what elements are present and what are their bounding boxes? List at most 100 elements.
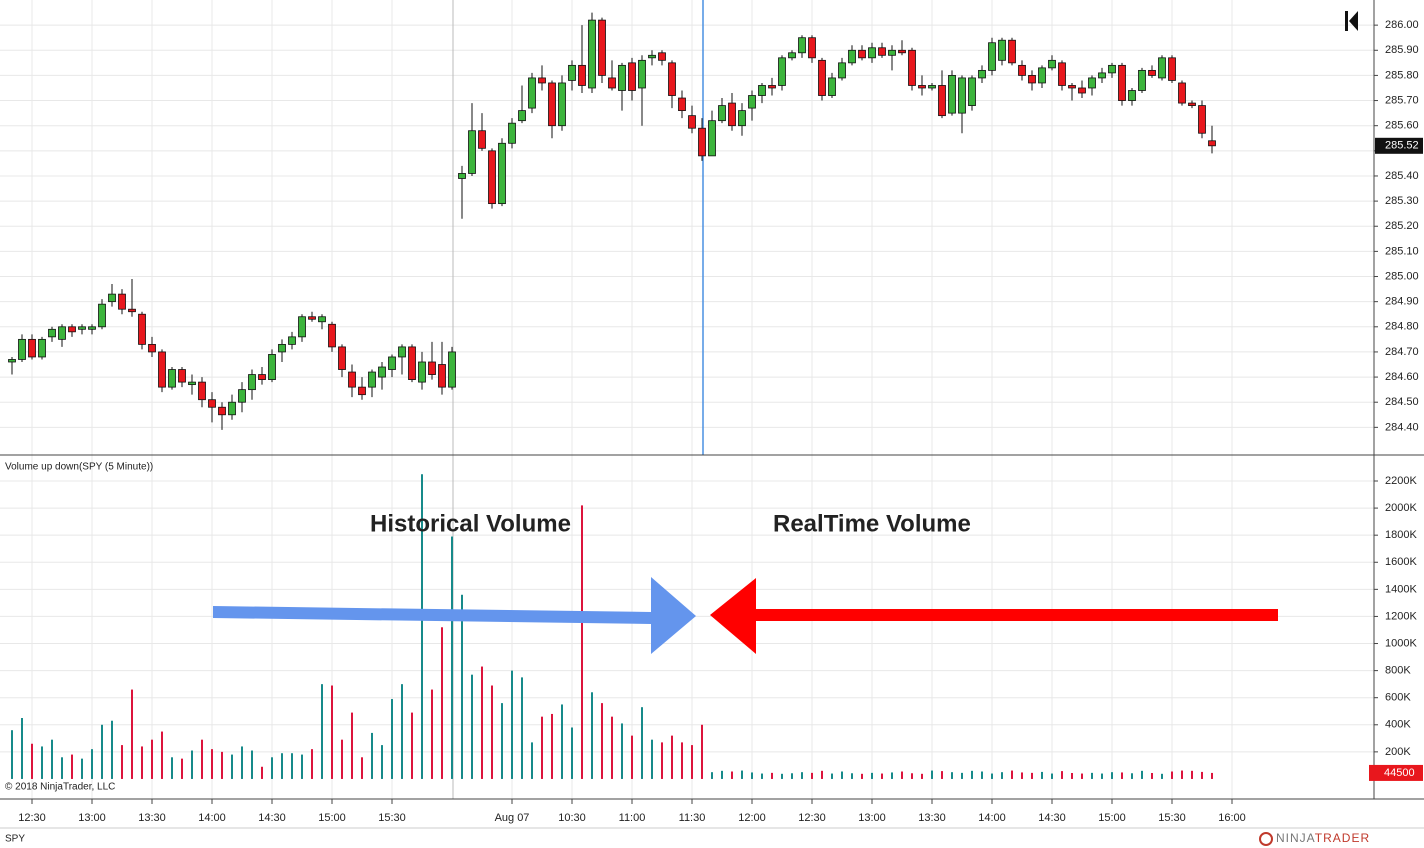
candle-body <box>1048 59 1056 69</box>
candle-body <box>1078 87 1086 94</box>
x-tick-label: 14:30 <box>258 812 286 824</box>
y-tick-label: 285.90 <box>1385 44 1419 56</box>
volume-bar <box>1141 770 1143 779</box>
candle-body <box>88 326 96 330</box>
volume-bar <box>101 724 103 779</box>
y-tick-label: 285.40 <box>1385 170 1419 182</box>
candle-body <box>348 371 356 388</box>
candle-body <box>988 42 996 71</box>
volume-bar <box>11 730 13 779</box>
candle-body <box>268 354 276 380</box>
volume-bar <box>451 536 453 779</box>
volume-bar <box>651 739 653 779</box>
candle-body <box>1098 72 1106 79</box>
candle-body <box>228 401 236 416</box>
candle-body <box>718 105 726 122</box>
candle-body <box>568 64 576 81</box>
candle-body <box>8 359 16 363</box>
historical-arrow <box>213 577 696 654</box>
volume-bar <box>1131 773 1133 779</box>
candle-body <box>558 82 566 127</box>
volume-bar <box>151 739 153 779</box>
volume-bar <box>791 773 793 779</box>
candle-body <box>18 338 26 360</box>
y-tick-label: 1400K <box>1385 583 1417 595</box>
back-icon <box>1345 11 1358 31</box>
y-tick-label: 284.90 <box>1385 296 1419 308</box>
volume-bar <box>661 742 663 779</box>
candle-body <box>368 371 376 388</box>
y-tick-label: 200K <box>1385 746 1411 758</box>
volume-bar <box>261 766 263 779</box>
candle-body <box>738 110 746 127</box>
candle-body <box>928 85 936 89</box>
volume-bar <box>871 772 873 779</box>
volume-bar <box>831 773 833 779</box>
candle-body <box>618 64 626 91</box>
volume-bar <box>1191 770 1193 779</box>
candle-body <box>1018 64 1026 76</box>
candle-body <box>1178 82 1186 104</box>
candle-body <box>308 316 316 320</box>
volume-bar <box>61 757 63 779</box>
volume-bar <box>1081 773 1083 779</box>
x-tick-label: 15:30 <box>378 812 406 824</box>
x-tick-label: 12:30 <box>798 812 826 824</box>
volume-bar <box>721 770 723 779</box>
volume-bar <box>31 743 33 779</box>
candle-body <box>978 69 986 79</box>
volume-bar <box>321 684 323 779</box>
volume-bar <box>821 770 823 779</box>
y-tick-label: 285.20 <box>1385 220 1419 232</box>
candle-body <box>768 85 776 89</box>
volume-bar <box>951 772 953 779</box>
volume-bar <box>331 685 333 779</box>
volume-bar <box>211 749 213 779</box>
y-tick-label: 1000K <box>1385 637 1417 649</box>
candle-body <box>148 343 156 353</box>
y-tick-label: 600K <box>1385 692 1411 704</box>
logo-icon <box>1259 832 1273 846</box>
volume-bar <box>911 773 913 779</box>
volume-bar <box>521 677 523 779</box>
candle-body <box>338 346 346 370</box>
volume-bar <box>561 704 563 779</box>
candle-body <box>778 57 786 86</box>
candle-body <box>128 308 136 313</box>
candle-body <box>808 37 816 59</box>
volume-bar <box>381 745 383 779</box>
realtime-arrow <box>710 578 1278 654</box>
grid <box>0 0 1374 799</box>
y-tick-label: 285.60 <box>1385 120 1419 132</box>
candle-body <box>1168 57 1176 81</box>
candle-body <box>648 54 656 59</box>
volume-bar <box>1171 771 1173 779</box>
volume-bar <box>711 772 713 779</box>
candle-body <box>508 122 516 144</box>
volume-bar <box>301 754 303 779</box>
candle-body <box>398 346 406 358</box>
volume-bar <box>981 771 983 779</box>
candle-body <box>1028 75 1036 84</box>
candle-body <box>548 82 556 127</box>
volume-bar <box>421 474 423 779</box>
y-tick-label: 800K <box>1385 665 1411 677</box>
candle-body <box>1088 77 1096 89</box>
x-tick-label: 15:00 <box>1098 812 1126 824</box>
volume-bar <box>201 739 203 779</box>
x-tick-label: 11:30 <box>679 812 706 824</box>
last-volume-label: 44500 <box>1384 767 1415 779</box>
candle-body <box>78 326 86 330</box>
volume-bar <box>901 771 903 779</box>
last-price-marker <box>1375 137 1423 154</box>
volume-bar <box>1061 771 1063 779</box>
volume-bar <box>291 753 293 779</box>
x-tick-label: 15:30 <box>1158 812 1186 824</box>
volume-bar <box>81 758 83 779</box>
candle-body <box>48 328 56 338</box>
volume-bar <box>311 749 313 779</box>
volume-bar <box>851 773 853 779</box>
volume-bar <box>671 735 673 779</box>
volume-bar <box>171 757 173 779</box>
symbol: SPY <box>5 834 25 845</box>
